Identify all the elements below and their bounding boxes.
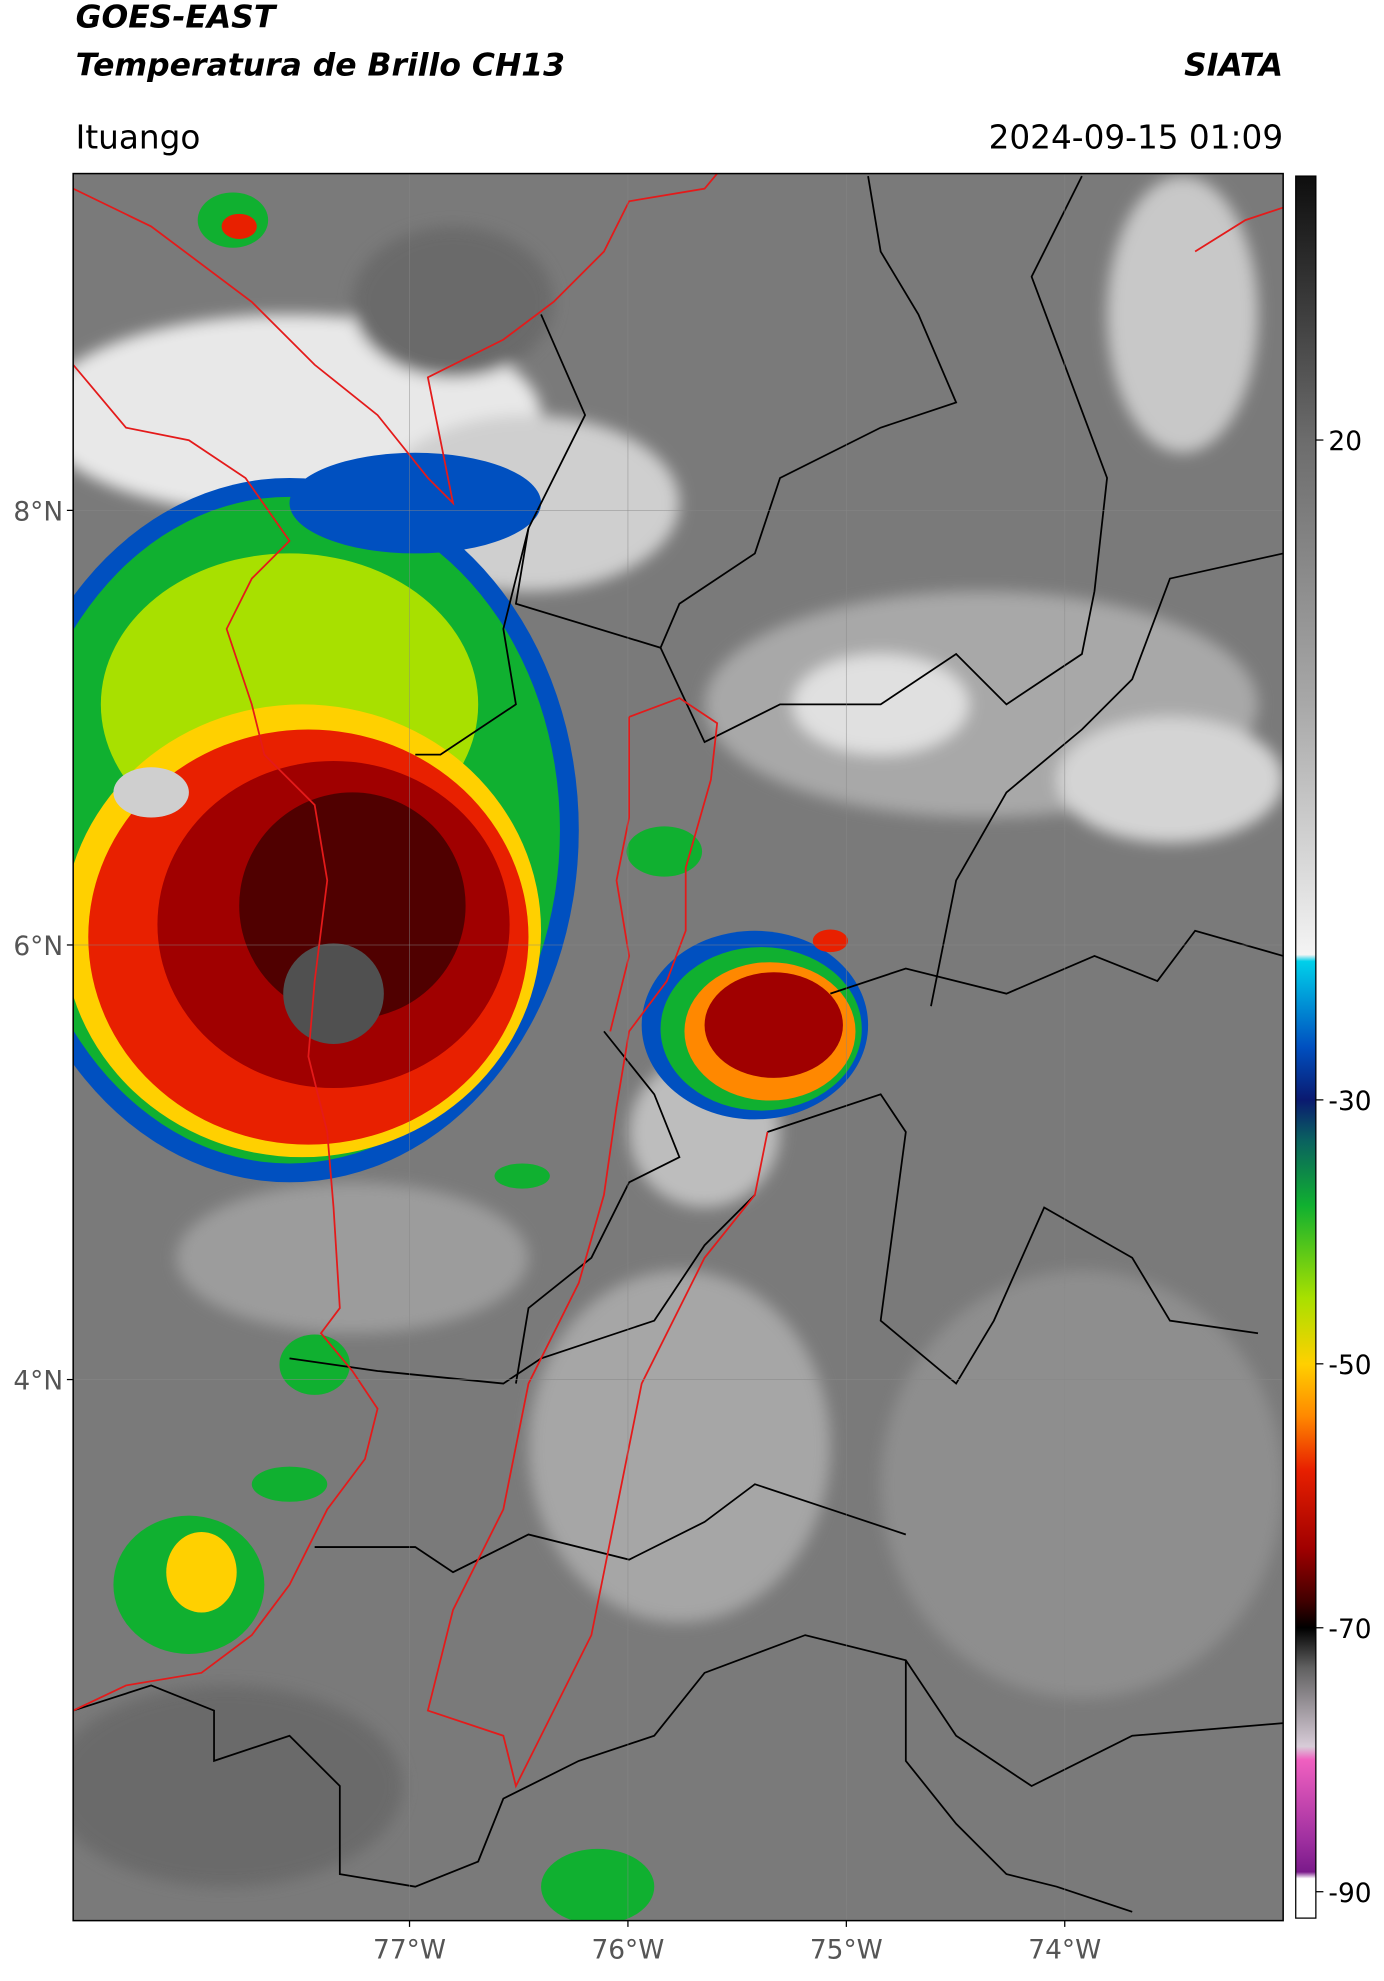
lat-tick-label: 4°N <box>13 1366 63 1397</box>
map-frame <box>72 172 1284 1922</box>
storm-south <box>113 192 655 1921</box>
colorbar-tick-label: -90 <box>1328 1878 1371 1909</box>
borders <box>73 175 1284 1913</box>
lat-tick-label: 6°N <box>13 931 63 962</box>
lon-tick-label: 75°W <box>810 1934 883 1965</box>
source: SIATA <box>1184 47 1283 83</box>
map <box>73 173 1284 1921</box>
region: Ituango <box>76 118 201 156</box>
storm-east <box>626 826 869 1120</box>
gridlines <box>73 173 1284 1921</box>
lon-tick-label: 74°W <box>1028 1934 1101 1965</box>
lon-tick-label: 77°W <box>373 1934 446 1965</box>
colorbar-tick-label: -30 <box>1328 1086 1371 1117</box>
colorbar <box>1295 175 1317 1919</box>
red-boundaries <box>73 173 1284 1789</box>
timestamp: 2024-09-15 01:09 <box>989 118 1284 156</box>
colorbar-tick-label: -50 <box>1328 1350 1371 1381</box>
storm-west <box>73 452 579 1183</box>
colorbar-tick-label: -70 <box>1328 1614 1371 1645</box>
title-line2: Temperatura de Brillo CH13 <box>76 47 565 83</box>
lat-tick-label: 8°N <box>13 496 63 527</box>
title-line1: GOES-EAST <box>76 0 278 36</box>
colorbar-tick-label: 20 <box>1328 426 1362 457</box>
lon-tick-label: 76°W <box>591 1934 664 1965</box>
